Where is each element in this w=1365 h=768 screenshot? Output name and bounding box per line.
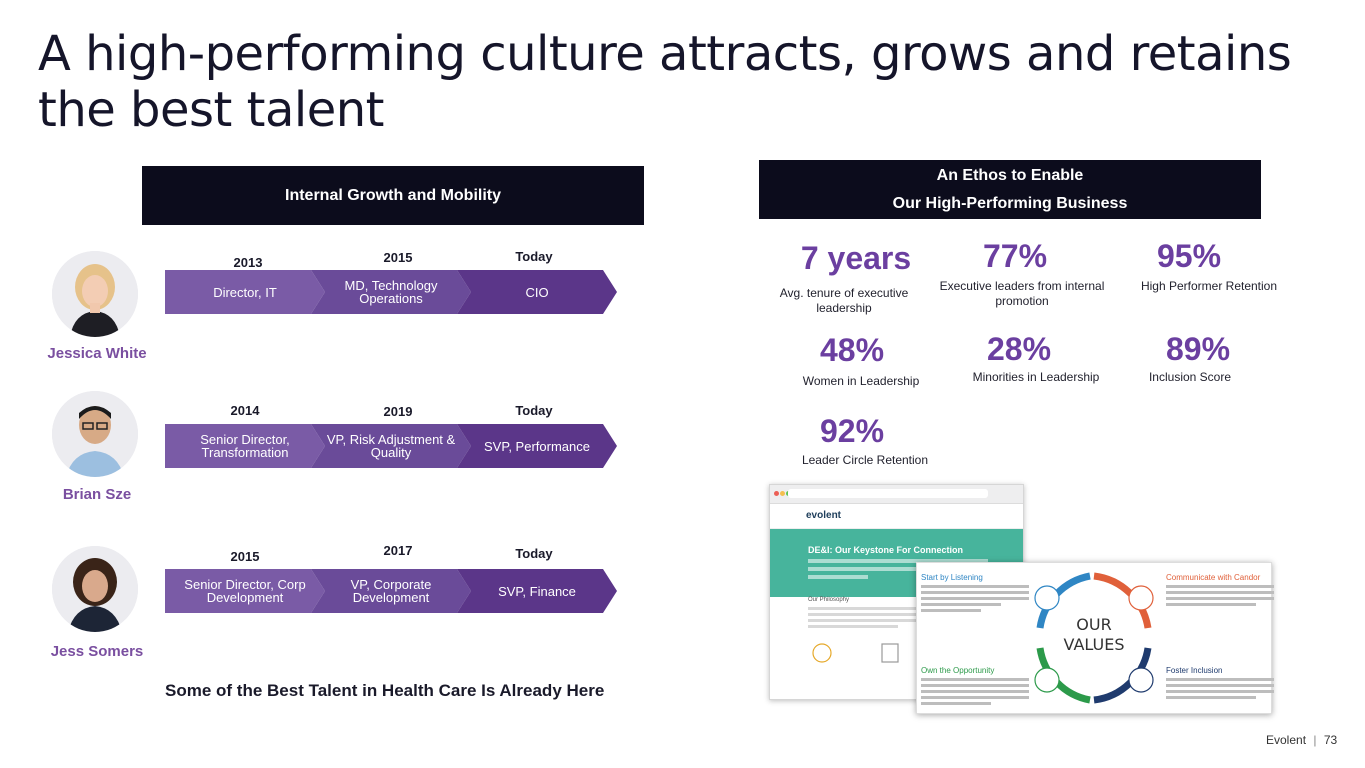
role-step: SVP, Finance — [457, 569, 617, 613]
year-label: 2013 — [233, 255, 263, 270]
stat-label: Avg. tenure of executive leadership — [779, 286, 909, 315]
footer-brand: Evolent — [1266, 733, 1307, 747]
footer: Evolent | 73 — [1266, 733, 1338, 747]
stat-label: High Performer Retention — [1140, 279, 1278, 293]
ethos-header-line1: An Ethos to Enable — [936, 166, 1084, 184]
stat-value: 95% — [1156, 238, 1222, 274]
values-ring — [1034, 572, 1154, 704]
tagline: Some of the Best Talent in Health Care I… — [165, 681, 605, 700]
year-label: 2019 — [383, 404, 413, 419]
year-label: Today — [515, 249, 553, 264]
page-title: A high-performing culture attracts, grow… — [38, 26, 1292, 138]
stat-value: 89% — [1165, 331, 1231, 367]
year-label: 2015 — [230, 549, 260, 564]
value-heading: Start by Listening — [921, 573, 983, 582]
site-nav: evolent — [770, 504, 1023, 529]
section-title: Our Philosophy — [808, 597, 850, 603]
browser-toolbar — [770, 485, 1023, 504]
year-label: Today — [515, 546, 553, 561]
pillar-icons — [812, 643, 899, 663]
stat-value: 7 years — [800, 240, 912, 276]
our-values-label: OUR VALUES — [1063, 615, 1125, 654]
stat-label: Leader Circle Retention — [801, 453, 929, 467]
value-heading: Communicate with Candor — [1166, 573, 1261, 582]
dei-webpage-screenshot: evolent DE&I: Our Keystone For Connectio… — [769, 484, 1024, 700]
stat-value: 77% — [982, 238, 1048, 274]
stat-label: Inclusion Score — [1148, 370, 1232, 384]
value-heading: Foster Inclusion — [1166, 666, 1223, 675]
year-label: 2014 — [230, 403, 260, 418]
ethos-header: An Ethos to Enable Our High-Performing B… — [759, 160, 1261, 219]
stat-value: 28% — [986, 331, 1052, 367]
site-logo: evolent — [806, 510, 842, 521]
ethos-header-line2: Our High-Performing Business — [892, 194, 1128, 212]
year-label: Today — [515, 403, 553, 418]
role-step: Senior Director, Corp Development — [165, 569, 325, 613]
hero-title: DE&I: Our Keystone For Connection — [808, 545, 964, 555]
internal-growth-header: Internal Growth and Mobility — [142, 166, 644, 225]
role-step: MD, Technology Operations — [311, 270, 471, 314]
stat-label: Executive leaders from internal promotio… — [939, 279, 1105, 308]
role-step: Senior Director, Transformation — [165, 424, 325, 468]
stat-value: 92% — [819, 413, 885, 449]
stat-value: 48% — [819, 332, 885, 368]
url-bar — [788, 489, 988, 498]
role-step: VP, Risk Adjustment & Quality — [311, 424, 471, 468]
role-step: VP, Corporate Development — [311, 569, 471, 613]
stat-label: Women in Leadership — [802, 374, 920, 388]
role-step: Director, IT — [165, 270, 325, 314]
avatar-jessica-white — [52, 251, 138, 337]
role-step: CIO — [457, 270, 617, 314]
avatar-brian-sze — [52, 391, 138, 477]
values-card: OUR VALUES Start by Listening Communicat… — [916, 562, 1274, 714]
role-step: SVP, Performance — [457, 424, 617, 468]
stat-label: Minorities in Leadership — [972, 370, 1100, 384]
person-name: Jessica White — [47, 345, 147, 362]
year-label: 2017 — [383, 543, 413, 558]
person-name: Jess Somers — [50, 643, 144, 660]
year-label: 2015 — [383, 250, 413, 265]
avatar-jess-somers — [52, 546, 138, 632]
value-heading: Own the Opportunity — [921, 666, 995, 675]
page-number: 73 — [1323, 733, 1338, 747]
person-name: Brian Sze — [62, 486, 132, 503]
